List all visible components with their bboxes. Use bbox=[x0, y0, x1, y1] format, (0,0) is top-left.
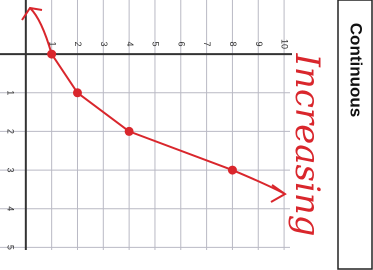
x-tick-label: 2 bbox=[6, 129, 16, 134]
point bbox=[125, 127, 134, 136]
chart: Continuous Increasing 1234567891012345 bbox=[0, 0, 373, 270]
y-tick-label: 7 bbox=[202, 41, 212, 46]
point bbox=[73, 88, 82, 97]
y-tick-label: 4 bbox=[125, 41, 135, 46]
x-tick-label: 1 bbox=[6, 90, 16, 95]
chart-title: Continuous bbox=[347, 23, 366, 117]
point bbox=[47, 50, 56, 59]
x-tick-label: 5 bbox=[6, 245, 16, 250]
y-tick-label: 8 bbox=[228, 41, 238, 46]
y-tick-label: 3 bbox=[99, 41, 109, 46]
y-tick-label: 5 bbox=[151, 41, 161, 46]
point bbox=[228, 166, 237, 175]
y-tick-label: 2 bbox=[73, 41, 83, 46]
annotation: Increasing bbox=[287, 53, 327, 237]
x-tick-label: 4 bbox=[6, 206, 16, 211]
y-tick-label: 6 bbox=[176, 41, 186, 46]
y-tick-label: 9 bbox=[254, 41, 264, 46]
y-tick-label: 10 bbox=[280, 39, 290, 49]
x-tick-label: 3 bbox=[6, 168, 16, 173]
